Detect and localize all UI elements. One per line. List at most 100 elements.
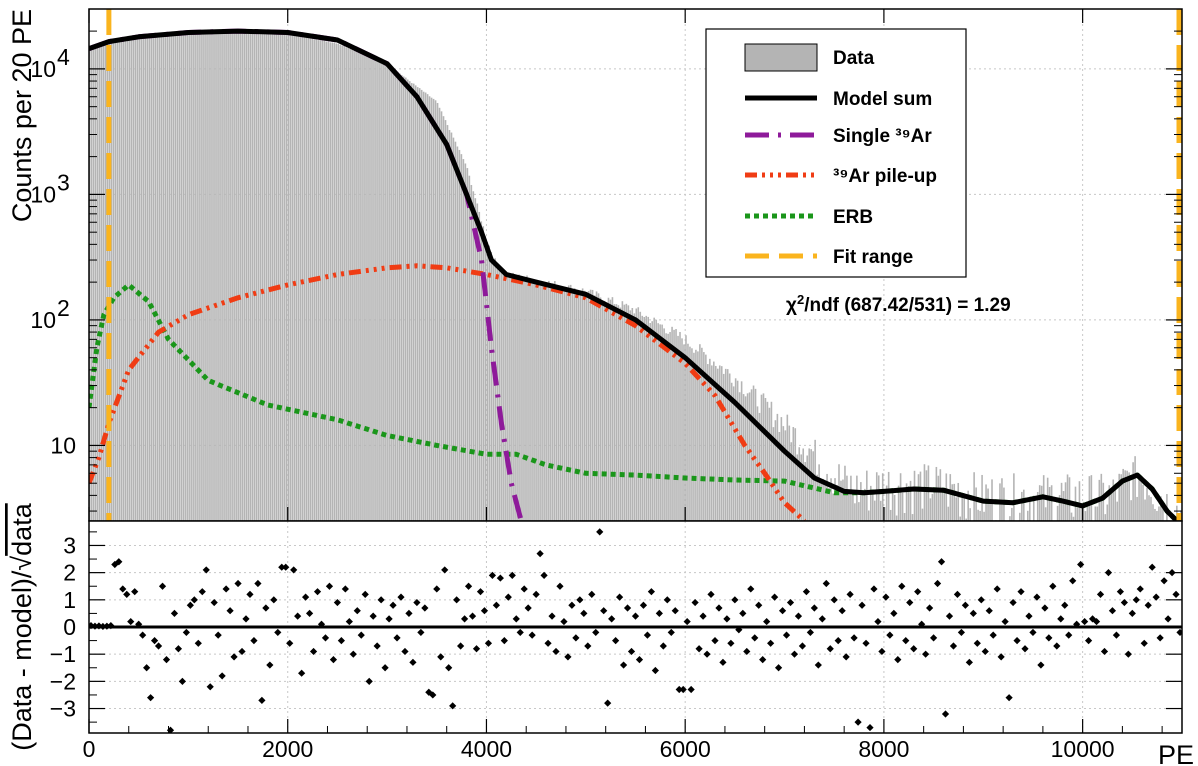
histogram-bar — [806, 455, 808, 521]
residual-point — [520, 585, 528, 593]
histogram-bar — [800, 454, 803, 521]
histogram-bar — [822, 478, 824, 521]
histogram-bar — [434, 100, 437, 521]
histogram-bar — [464, 163, 467, 521]
histogram-bar — [677, 335, 679, 521]
histogram-bar — [351, 49, 353, 521]
histogram-bar — [377, 59, 379, 521]
residual-point — [369, 612, 377, 620]
histogram-bar — [226, 31, 228, 521]
residual-point — [886, 631, 894, 639]
histogram-bar — [909, 480, 912, 521]
residual-point — [822, 579, 830, 588]
histogram-bar — [204, 31, 206, 521]
residual-point — [774, 664, 783, 672]
histogram-bar — [603, 300, 606, 521]
histogram-bar — [826, 473, 828, 521]
residual-point — [723, 615, 731, 623]
residual-point — [564, 653, 572, 661]
histogram-bar — [516, 277, 518, 521]
histogram-bar — [333, 42, 336, 521]
histogram-bar — [645, 315, 648, 521]
residual-point — [790, 650, 799, 658]
residual-point — [278, 563, 286, 571]
residual-point — [127, 617, 135, 626]
histogram-bar — [200, 32, 202, 521]
residual-point — [341, 585, 349, 593]
residual-point — [902, 636, 910, 645]
histogram-bar — [440, 111, 443, 521]
histogram-bar — [691, 348, 693, 521]
residual-point — [484, 639, 493, 647]
residual-point — [325, 582, 334, 590]
histogram-bar — [216, 31, 218, 521]
residual-point — [600, 607, 608, 615]
residual-point — [302, 593, 310, 601]
histogram-bar — [868, 510, 870, 521]
residual-point — [441, 566, 449, 574]
histogram-bar — [480, 221, 483, 521]
residual-point — [202, 566, 210, 574]
residual-point — [357, 631, 365, 639]
histogram-bar — [881, 473, 884, 521]
residual-point — [476, 588, 485, 596]
histogram-bar — [160, 34, 163, 521]
histogram-bar — [593, 295, 596, 521]
histogram-bar — [1142, 484, 1144, 521]
histogram-bar — [581, 288, 584, 521]
histogram-bar — [987, 488, 989, 521]
histogram-bar — [695, 349, 697, 521]
histogram-bar — [1076, 507, 1079, 521]
residual-point — [103, 622, 111, 630]
histogram-bar — [454, 141, 457, 521]
histogram-bar — [1122, 468, 1124, 521]
residual-point — [739, 609, 747, 618]
histogram-bar — [355, 51, 357, 521]
residual-point — [643, 631, 652, 639]
histogram-bar — [416, 87, 419, 521]
histogram-bar — [1019, 512, 1021, 521]
histogram-bar — [655, 319, 657, 521]
residual-point — [170, 609, 179, 618]
residual-point — [846, 590, 854, 598]
histogram-bar — [1128, 472, 1130, 521]
residual-point — [437, 653, 445, 661]
bottom-y-tick-label: 2 — [63, 560, 76, 586]
histogram-bar — [573, 288, 576, 521]
histogram-bar — [446, 125, 449, 521]
histogram-bar — [180, 33, 183, 521]
histogram-bar — [969, 508, 971, 521]
histogram-bar — [722, 373, 725, 521]
histogram-bar — [1150, 496, 1152, 521]
residual-point — [1128, 609, 1136, 618]
residual-point — [631, 612, 640, 620]
top-y-tick-exponent: 3 — [57, 169, 70, 195]
histogram-bar — [1036, 492, 1039, 521]
histogram-bar — [1080, 504, 1083, 521]
residual-point — [683, 617, 691, 626]
residual-point — [838, 607, 846, 615]
histogram-bar — [496, 264, 498, 521]
residual-point — [361, 590, 369, 598]
histogram-bar — [977, 509, 979, 521]
histogram-bar — [341, 45, 343, 521]
histogram-bar — [627, 305, 630, 521]
residual-point — [464, 582, 473, 590]
residual-point — [608, 615, 616, 623]
histogram-bar — [1050, 485, 1053, 521]
residual-point — [655, 609, 663, 618]
histogram-bar — [1148, 495, 1150, 521]
residual-point — [317, 620, 326, 628]
histogram-bar — [663, 328, 665, 521]
residual-point — [417, 628, 425, 637]
histogram-bar — [647, 316, 650, 521]
histogram-bar — [856, 475, 858, 521]
histogram-bar — [500, 269, 502, 521]
histogram-bar — [546, 285, 548, 521]
histogram-bar — [1106, 504, 1109, 521]
residual-point — [115, 558, 123, 566]
histogram-bar — [671, 326, 673, 521]
histogram-bar — [494, 258, 496, 521]
histogram-bar — [162, 34, 165, 521]
residual-point — [147, 694, 155, 702]
